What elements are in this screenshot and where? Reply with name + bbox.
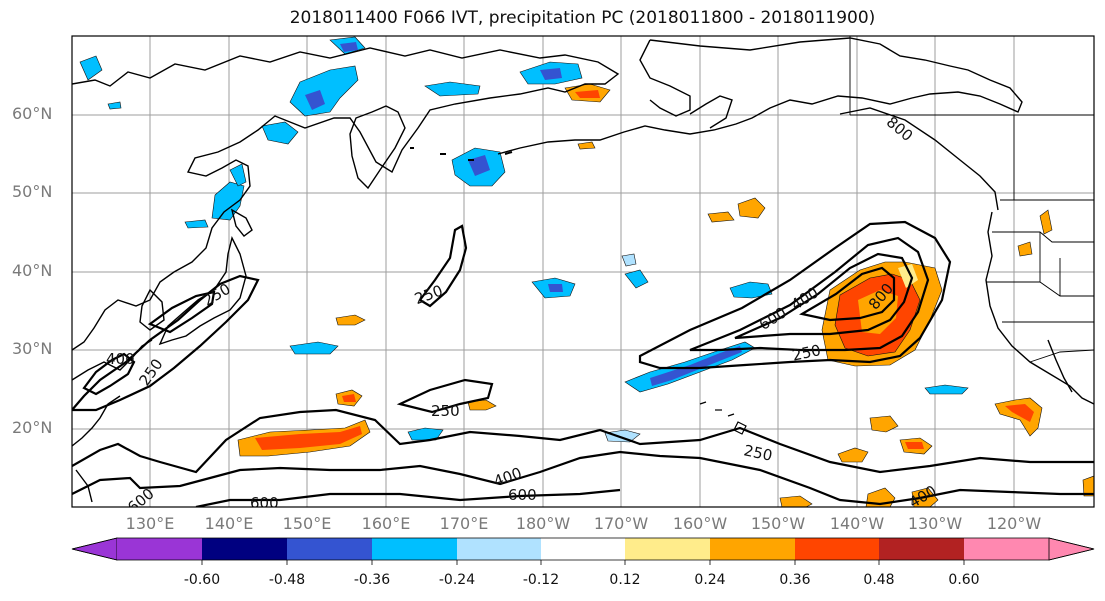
lon-label-140w: 140°W (829, 514, 885, 533)
lon-label-180w: 180°W (515, 514, 571, 533)
lon-label-160e: 160°E (361, 514, 411, 533)
colorbar-bin (625, 538, 710, 560)
colorbar-label: -0.48 (268, 572, 306, 588)
precip-positive-shading (237, 83, 1094, 507)
colorbar-bin (795, 538, 879, 560)
ivt-contours (72, 220, 1094, 507)
colorbar-label: -0.24 (438, 572, 476, 588)
lon-label-130e: 130°E (125, 514, 175, 533)
lon-label-150w: 150°W (750, 514, 806, 533)
colorbar-bin (372, 538, 457, 560)
lon-label-170w: 170°W (593, 514, 649, 533)
lon-label-140e: 140°E (204, 514, 254, 533)
lat-label-30n: 30°N (12, 339, 53, 358)
contour-label-250: 250 (135, 355, 166, 389)
colorbar (71, 537, 1095, 565)
lat-label-50n: 50°N (12, 182, 53, 201)
colorbar-bin (202, 538, 287, 560)
precip-negative-shading (79, 36, 969, 443)
contour-label-600: 600 (508, 486, 537, 504)
colorbar-label: 0.60 (948, 572, 980, 588)
colorbar-bin (964, 538, 1049, 560)
contour-label-250: 250 (742, 441, 774, 465)
map-title: 2018011400 F066 IVT, precipitation PC (2… (289, 8, 876, 28)
lat-label-40n: 40°N (12, 261, 53, 280)
lon-label-120w: 120°W (986, 514, 1042, 533)
contour-label-250: 250 (791, 341, 823, 365)
hawaii-islands (699, 401, 747, 435)
colorbar-ticks (201, 560, 965, 565)
colorbar-bin (879, 538, 964, 560)
lat-label-60n: 60°N (12, 104, 53, 123)
colorbar-bin (287, 538, 372, 560)
colorbar-label: 0.48 (863, 572, 895, 588)
contour-label-600: 600 (124, 484, 158, 516)
lon-label-160w: 160°W (672, 514, 728, 533)
political-boundaries (849, 36, 1094, 363)
colorbar-label: -0.36 (353, 572, 391, 588)
colorbar-label: -0.60 (183, 572, 221, 588)
colorbar-bin (710, 538, 795, 560)
contour-label-250: 250 (412, 281, 445, 308)
colorbar-bin (117, 538, 202, 560)
coastlines (72, 37, 1094, 503)
map-panel: 250 400 250 250 250 400 600 600 600 600 … (72, 36, 1094, 516)
colorbar-bin (541, 538, 625, 560)
contour-label-800: 800 (883, 113, 917, 145)
map-frame (71, 35, 1095, 508)
colorbar-label: 0.36 (779, 572, 811, 588)
lon-label-130w: 130°W (907, 514, 963, 533)
colorbar-label: 0.12 (609, 572, 641, 588)
colorbar-label: -0.12 (522, 572, 560, 588)
colorbar-label: 0.24 (694, 572, 726, 588)
colorbar-bin (457, 538, 541, 560)
lat-label-20n: 20°N (12, 418, 53, 437)
contour-label-250: 250 (431, 402, 460, 420)
gridlines (72, 36, 1094, 507)
lon-label-150e: 150°E (282, 514, 332, 533)
contour-label-400: 400 (106, 350, 135, 368)
colorbar-extend-min (71, 537, 118, 561)
contour-label-600: 600 (250, 494, 279, 512)
colorbar-extend-max (1048, 537, 1095, 561)
lon-label-170e: 170°E (439, 514, 489, 533)
colorbar-outline (71, 537, 1095, 561)
